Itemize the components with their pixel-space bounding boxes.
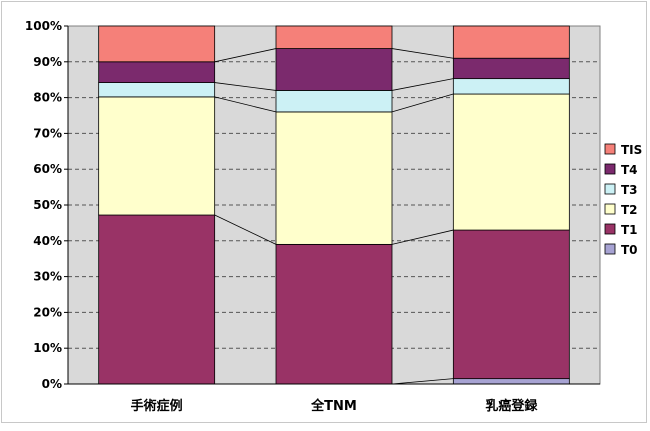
series-connector-line — [391, 78, 454, 91]
legend-label-t2: T2 — [621, 203, 638, 217]
x-category-label: 手術症例 — [131, 398, 183, 414]
series-connector-line — [391, 93, 454, 113]
y-tick-label: 70% — [33, 126, 62, 140]
x-category-label: 乳癌登録 — [485, 398, 538, 414]
chart-border — [1, 1, 647, 423]
series-connector-line — [214, 82, 277, 91]
bar-segment-t2-0 — [98, 96, 216, 216]
y-tick-label: 30% — [33, 270, 62, 284]
y-tick-label: 0% — [42, 377, 62, 391]
y-tick-label: 60% — [33, 162, 62, 176]
legend-label-tis: TIS — [621, 143, 642, 157]
legend-swatch-t0 — [604, 243, 616, 255]
series-connector-line — [214, 214, 277, 245]
legend-swatch-t3 — [604, 183, 616, 195]
legend-swatch-t2 — [604, 203, 616, 215]
legend-label-t0: T0 — [621, 243, 638, 257]
x-category-label: 全TNM — [310, 398, 357, 414]
series-connector-line — [214, 48, 277, 63]
legend-swatch-t1 — [604, 223, 616, 235]
legend-label-t4: T4 — [621, 163, 638, 177]
y-tick-label: 100% — [25, 19, 62, 33]
y-tick-label: 80% — [33, 91, 62, 105]
series-connector-line — [214, 96, 277, 113]
bar-segment-t2-1 — [275, 111, 393, 245]
bar-segment-tis-0 — [98, 25, 216, 63]
y-tick-label: 20% — [33, 305, 62, 319]
y-tick-label: 40% — [33, 234, 62, 248]
legend-label-t3: T3 — [621, 183, 638, 197]
y-tick-label: 90% — [33, 55, 62, 69]
y-tick-label: 10% — [33, 341, 62, 355]
legend-swatch-t4 — [604, 163, 616, 175]
legend-label-t1: T1 — [621, 223, 638, 237]
legend-swatch-tis — [604, 143, 616, 155]
bar-segment-t1-1 — [275, 243, 393, 385]
bar-segment-t2-2 — [452, 93, 570, 231]
series-connector-line — [391, 378, 454, 385]
series-connector-line — [391, 48, 454, 59]
y-tick-label: 50% — [33, 198, 62, 212]
bar-segment-t1-2 — [452, 229, 570, 380]
bar-segment-tis-2 — [452, 25, 570, 59]
bar-segment-tis-1 — [275, 25, 393, 49]
series-connector-line — [391, 229, 454, 245]
